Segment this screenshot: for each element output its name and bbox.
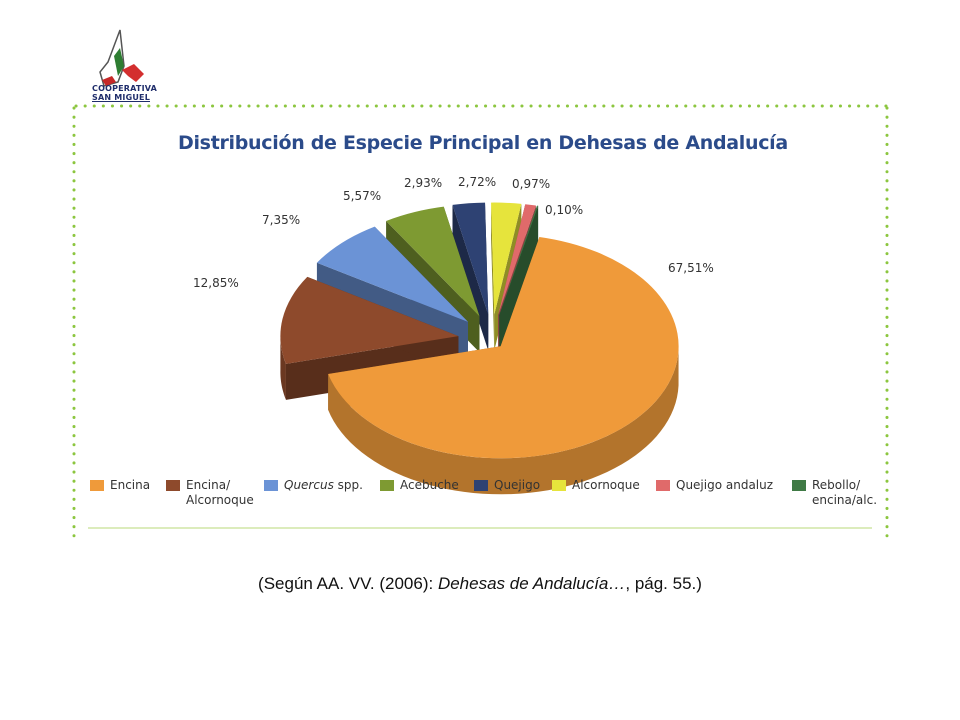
pie-slice-encina-alcornoque-top (280, 276, 459, 364)
legend-label-quercus-rest: spp. (333, 478, 363, 492)
legend-label-rebollo-2: encina/alc. (812, 493, 878, 507)
source-caption: (Según AA. VV. (2006): Dehesas de Andalu… (0, 574, 960, 594)
caption-title: Dehesas de Andalucía… (437, 574, 626, 593)
pct-label-alcornoque: 2,72% (458, 175, 497, 189)
pie-slice-encina (328, 236, 679, 495)
cooperativa-logo (99, 29, 144, 87)
legend-swatch-encina-alcornoque (166, 480, 180, 491)
pie-slice-rebollo-encina-alc-top (499, 205, 539, 316)
pie-slice-encina-side (328, 349, 679, 495)
pie-slice-quejigo-andaluz-top (498, 204, 536, 315)
pct-label-rebollo: 0,10% (545, 203, 584, 217)
pie-slice-quejigo-top (452, 202, 489, 315)
pie-slice-quercus-spp-top (316, 226, 469, 322)
pct-label-quercus: 7,35% (262, 213, 301, 227)
pct-label-quejigo: 2,93% (404, 176, 443, 190)
legend-label-encina-alcornoque-1: Encina/ (186, 478, 231, 492)
legend-label-encina-alcornoque-2: Alcornoque (186, 493, 254, 507)
legend-label-quejigo-andaluz: Quejigo andaluz (676, 478, 774, 492)
legend-item-quejigo: Quejigo (474, 478, 540, 493)
pie-slice-quejigo-cut-face (452, 204, 489, 351)
legend-item-quercus: Quercus spp. (264, 478, 363, 493)
logo-text-line1: COOPERATIVA (92, 84, 158, 93)
pie-slice-quejigo (452, 202, 489, 351)
legend-item-quejigo-andaluz: Quejigo andaluz (656, 478, 773, 493)
caption-part3: , pág. 55.) (625, 574, 702, 593)
legend-label-alcornoque: Alcornoque (572, 478, 640, 492)
pie-slice-rebollo-encina-alc (499, 205, 539, 352)
pie-slice-alcornoque-top (491, 202, 522, 315)
pie-slice-encina-alcornoque-side (280, 334, 286, 400)
pct-label-quejigo-andaluz: 0,97% (512, 177, 551, 191)
legend-swatch-quejigo (474, 480, 488, 491)
legend-label-rebollo-1: Rebollo/ (812, 478, 861, 492)
legend-label-quercus-italic: Quercus (284, 478, 334, 492)
pie-slice-acebuche-top (386, 206, 480, 317)
legend-swatch-quejigo-andaluz (656, 480, 670, 491)
caption-part1: (Según AA. VV. (2006): (258, 574, 438, 593)
legend-item-encina-alcornoque: Encina/ Alcornoque (166, 478, 254, 508)
legend-item-acebuche: Acebuche (380, 478, 459, 493)
legend-label-acebuche: Acebuche (400, 478, 459, 492)
legend-swatch-alcornoque (552, 480, 566, 491)
legend-swatch-encina (90, 480, 104, 491)
legend-swatch-quercus (264, 480, 278, 491)
chart-frame (72, 104, 889, 538)
legend-label-encina: Encina (110, 478, 151, 492)
pie-chart (280, 202, 679, 495)
legend-label-quejigo: Quejigo (494, 478, 541, 492)
pct-label-encina-alcornoque: 12,85% (193, 276, 239, 290)
legend-swatch-rebollo (792, 480, 806, 491)
logo-text-line2: SAN MIGUEL (92, 93, 150, 102)
chart-title: Distribución de Especie Principal en Deh… (178, 132, 788, 154)
pie-slice-alcornoque-cut-face (491, 202, 495, 351)
legend-swatch-acebuche (380, 480, 394, 491)
legend-item-rebollo: Rebollo/ encina/alc. (792, 478, 877, 508)
pie-slice-rebollo-encina-alc-cut-face (499, 205, 539, 352)
pct-label-encina: 67,51% (668, 261, 714, 275)
legend-item-alcornoque: Alcornoque (552, 478, 640, 493)
pct-label-acebuche: 5,57% (343, 189, 382, 203)
legend-item-encina: Encina (90, 478, 150, 493)
pie-slice-encina-top (328, 236, 679, 459)
